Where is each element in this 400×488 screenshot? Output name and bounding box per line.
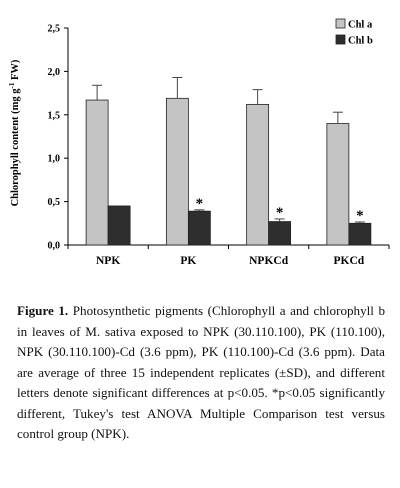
bar	[268, 221, 292, 246]
y-tick-label: 0,0	[48, 241, 61, 252]
y-tick-label: 2,5	[48, 24, 61, 35]
y-tick-label: 0,5	[48, 197, 61, 208]
bar	[107, 205, 131, 246]
legend: Chl a Chl b	[335, 18, 373, 47]
x-tick-label: PKCd	[334, 255, 365, 267]
caption-text: Photosynthetic pigments (Chlorophyll a a…	[17, 303, 385, 441]
significance-mark: *	[276, 205, 284, 221]
bar	[326, 123, 350, 246]
y-tick-label: 2,0	[48, 67, 61, 78]
caption-label: Figure 1.	[17, 303, 69, 318]
bar	[85, 99, 109, 246]
significance-mark: *	[196, 196, 204, 212]
bar	[246, 103, 270, 246]
figure-caption: Figure 1. Photosynthetic pigments (Chlor…	[17, 301, 385, 445]
bar	[348, 222, 372, 246]
x-tick-label: PK	[180, 255, 196, 267]
y-axis-label: Chlorophyll content (mg g-1 FW)	[8, 59, 21, 206]
legend-label: Chl b	[348, 36, 373, 47]
x-tick-label: NPK	[96, 255, 120, 267]
chart: 0,0 0,5 1,0 1,5 2,0 2,5 NPK PK NPKCd PKCd * * * Chl…	[8, 18, 390, 267]
y-tick-label: 1,0	[48, 154, 61, 165]
legend-swatch	[335, 18, 346, 29]
legend-swatch	[335, 34, 346, 45]
y-tick-label: 1,5	[48, 110, 61, 121]
significance-mark: *	[356, 208, 364, 224]
y-axis-label-tail: FW)	[10, 59, 21, 83]
bars: * * *	[85, 76, 372, 246]
x-tick-label: NPKCd	[249, 255, 289, 267]
bar	[165, 97, 189, 246]
bar	[187, 210, 211, 246]
y-axis-label-main: Chlorophyll content (mg g	[10, 88, 21, 207]
legend-label: Chl a	[348, 20, 373, 31]
y-axis-label-superscript: -1	[8, 82, 16, 88]
